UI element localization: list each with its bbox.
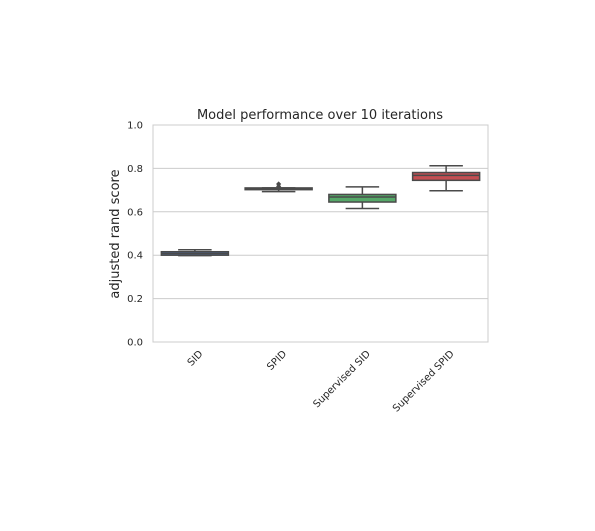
box-body xyxy=(411,171,481,182)
x-tick-labels: SID SPID Supervised SID Supervised SPID xyxy=(186,349,457,415)
y-axis-label: adjusted rand score xyxy=(108,169,123,298)
box-3 xyxy=(328,186,397,210)
y-tick-label: 0.0 xyxy=(127,338,143,349)
y-tick-labels: 0.0 0.2 0.4 0.6 0.8 1.0 xyxy=(127,121,143,349)
box-1 xyxy=(160,249,230,257)
box-2 xyxy=(244,181,313,193)
x-tick-label: SID xyxy=(186,349,206,369)
x-tick-label: Supervised SID xyxy=(312,349,374,411)
plot-frame xyxy=(152,124,489,343)
boxes xyxy=(160,165,481,257)
y-tick-label: 0.4 xyxy=(127,251,143,262)
y-tick-label: 0.6 xyxy=(127,207,143,218)
x-tick-label: SPID xyxy=(265,349,289,373)
outlier-marker xyxy=(276,181,282,187)
y-tick-label: 0.2 xyxy=(127,294,143,305)
y-tick-label: 0.8 xyxy=(127,164,143,175)
gridlines xyxy=(153,124,488,343)
box-body xyxy=(328,193,397,203)
x-tick-label: Supervised SPID xyxy=(391,349,457,415)
y-tick-label: 1.0 xyxy=(127,121,143,132)
box-4 xyxy=(411,165,481,192)
chart-title: Model performance over 10 iterations xyxy=(197,108,443,123)
